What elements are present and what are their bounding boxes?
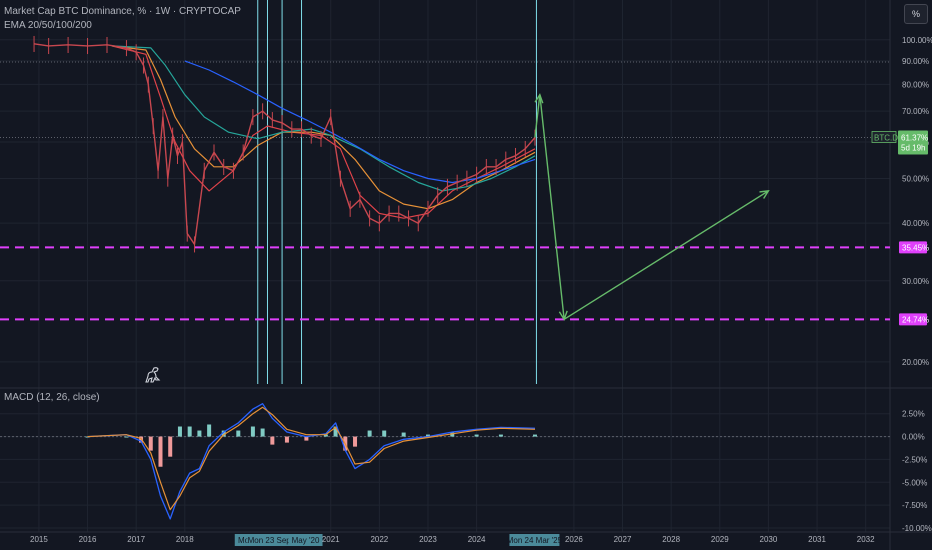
x-tick-label: 2024 [468,535,486,544]
level-label-box [899,313,927,326]
macd-histogram-bar [236,430,241,437]
macd-histogram-bar [148,436,153,451]
arrow-head-right [759,190,770,199]
macd-histogram-bar [474,434,479,437]
macd-histogram-bar [284,436,289,443]
macd-histogram-bar [353,436,358,447]
time-label-may-2020-box [288,534,323,546]
macd-histogram-bar [221,430,226,437]
macd-y-tick-label: -10.00% [902,524,932,533]
price-label-countdown: 5d 19h [901,143,925,152]
level-label: 35.45% [902,243,929,252]
macd-y-tick-label: -7.50% [902,501,927,510]
x-tick-label: 2031 [808,535,826,544]
dinosaur-icon [145,367,161,383]
y-tick-label: 40.00% [902,219,929,228]
x-tick-label: 2032 [857,535,875,544]
macd-histogram-bar [168,436,173,457]
ema-legend[interactable]: EMA 20/50/100/200 [4,20,92,31]
symbol-label: BTC.D [874,133,898,142]
macd-histogram-bar [333,426,338,437]
signal-line [87,406,536,511]
arrow-head-down [558,310,568,321]
x-tick-label: 2022 [370,535,388,544]
macd-y-tick-label: -5.00% [902,478,927,487]
x-tick-label: 2023 [419,535,437,544]
chart-title: Market Cap BTC Dominance, % · 1W · CRYPT… [4,6,241,17]
macd-histogram-bar [177,426,182,437]
macd-y-tick-label: 0.00% [902,433,925,442]
ema-line-1 [111,45,536,219]
x-tick-label: 2015 [30,535,48,544]
percent-scale-button[interactable]: % [904,4,928,24]
macd-legend[interactable]: MACD (12, 26, close) [4,392,100,403]
macd-histogram-bar [187,426,192,437]
x-tick-label: 2028 [662,535,680,544]
ema-line-4 [184,60,536,184]
arrow-head-up [534,93,544,104]
projection-arrow-2 [563,190,769,320]
macd-histogram-bar [367,430,372,437]
x-tick-label: 2030 [760,535,778,544]
macd-histogram-bar [304,436,309,441]
x-tick-label: 2021 [322,535,340,544]
y-tick-label: 20.00% [902,358,929,367]
macd-histogram-bar [250,426,255,437]
x-tick-label: 2016 [79,535,97,544]
macd-histogram-bar [260,428,265,437]
macd-histogram-bar [139,436,144,443]
y-tick-label: 80.00% [902,80,929,89]
x-tick-label: 2026 [565,535,583,544]
time-label-mar-2025: Mon 24 Mar '25 [507,536,563,545]
y-tick-label: 70.00% [902,107,929,116]
projection-arrow-0 [534,94,541,138]
macd-histogram-bar [532,434,537,437]
y-tick-label: 50.00% [902,175,929,184]
x-tick-label: 2027 [614,535,632,544]
time-label-may-2020: May '20 [292,536,320,545]
macd-y-tick-label: 2.50% [902,410,925,419]
ema-line-2 [111,45,536,210]
macd-histogram-bar [207,424,212,437]
macd-histogram-bar [382,430,387,437]
price-label-box [898,130,928,155]
macd-y-tick-label: -2.50% [902,455,927,464]
macd-histogram-bar [197,430,202,437]
macd-histogram-bar [450,432,455,437]
macd-histogram-bar [425,434,430,437]
projection-arrow-1 [539,94,565,320]
level-label: 24.74% [902,315,929,324]
time-label-mar-2025-box [509,534,560,546]
macd-histogram-bar [498,434,503,437]
symbol-label-box [871,131,897,143]
x-tick-label: 2017 [127,535,145,544]
y-tick-label: 30.00% [902,277,929,286]
macd-line [87,403,536,520]
level-label-box [899,241,927,254]
y-tick-label: 90.00% [902,57,929,66]
x-tick-label: 2018 [176,535,194,544]
time-label-mon: Mon [238,536,254,545]
y-tick-label: 100.00% [902,36,932,45]
btc-dominance-line [33,43,536,246]
macd-histogram-bar [401,432,406,437]
macd-histogram-bar [323,434,328,437]
price-label-value: 61.37% [901,133,928,142]
macd-histogram-bar [124,436,129,438]
time-label-sep-2019: Mon 23 Sep '19 [248,536,304,545]
x-tick-label: 2029 [711,535,729,544]
macd-histogram-bar [270,436,275,445]
macd-histogram-bar [158,436,163,467]
